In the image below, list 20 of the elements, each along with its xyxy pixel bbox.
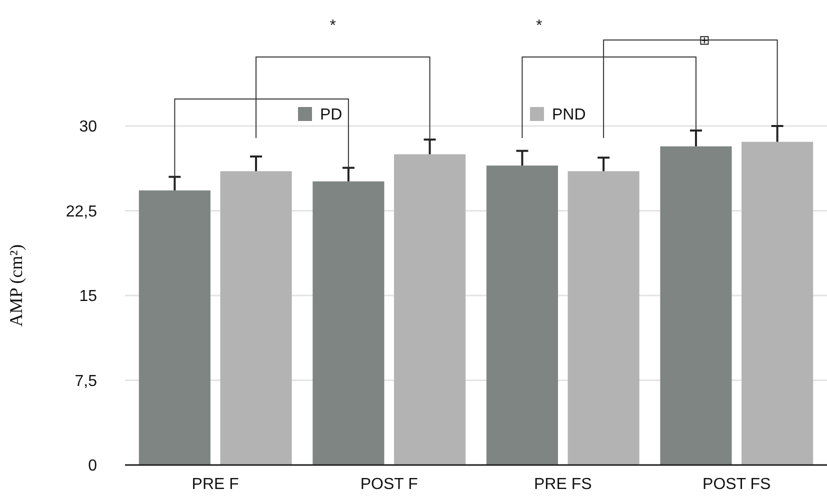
y-tick-label: 22,5 — [66, 203, 98, 220]
y-tick-label: 7,5 — [74, 372, 98, 390]
bar — [394, 154, 466, 465]
legend-label: PND — [552, 106, 586, 124]
y-tick-label: 30 — [79, 118, 98, 136]
legend-label: PD — [320, 106, 342, 124]
bar — [312, 181, 384, 465]
bar — [486, 166, 558, 465]
y-axis-title: AMP (cm²) — [6, 244, 26, 327]
bar — [568, 171, 640, 465]
x-tick-label: PRE FS — [534, 476, 592, 493]
bar — [138, 190, 210, 465]
bar — [660, 146, 732, 465]
bar — [220, 171, 292, 465]
y-tick-label: 15 — [79, 288, 98, 306]
x-tick-label: PRE F — [192, 476, 240, 493]
x-tick-label: POST F — [360, 476, 418, 493]
y-tick-label: 0 — [88, 458, 98, 475]
x-tick-label: POST FS — [702, 476, 771, 493]
bar — [742, 142, 814, 465]
